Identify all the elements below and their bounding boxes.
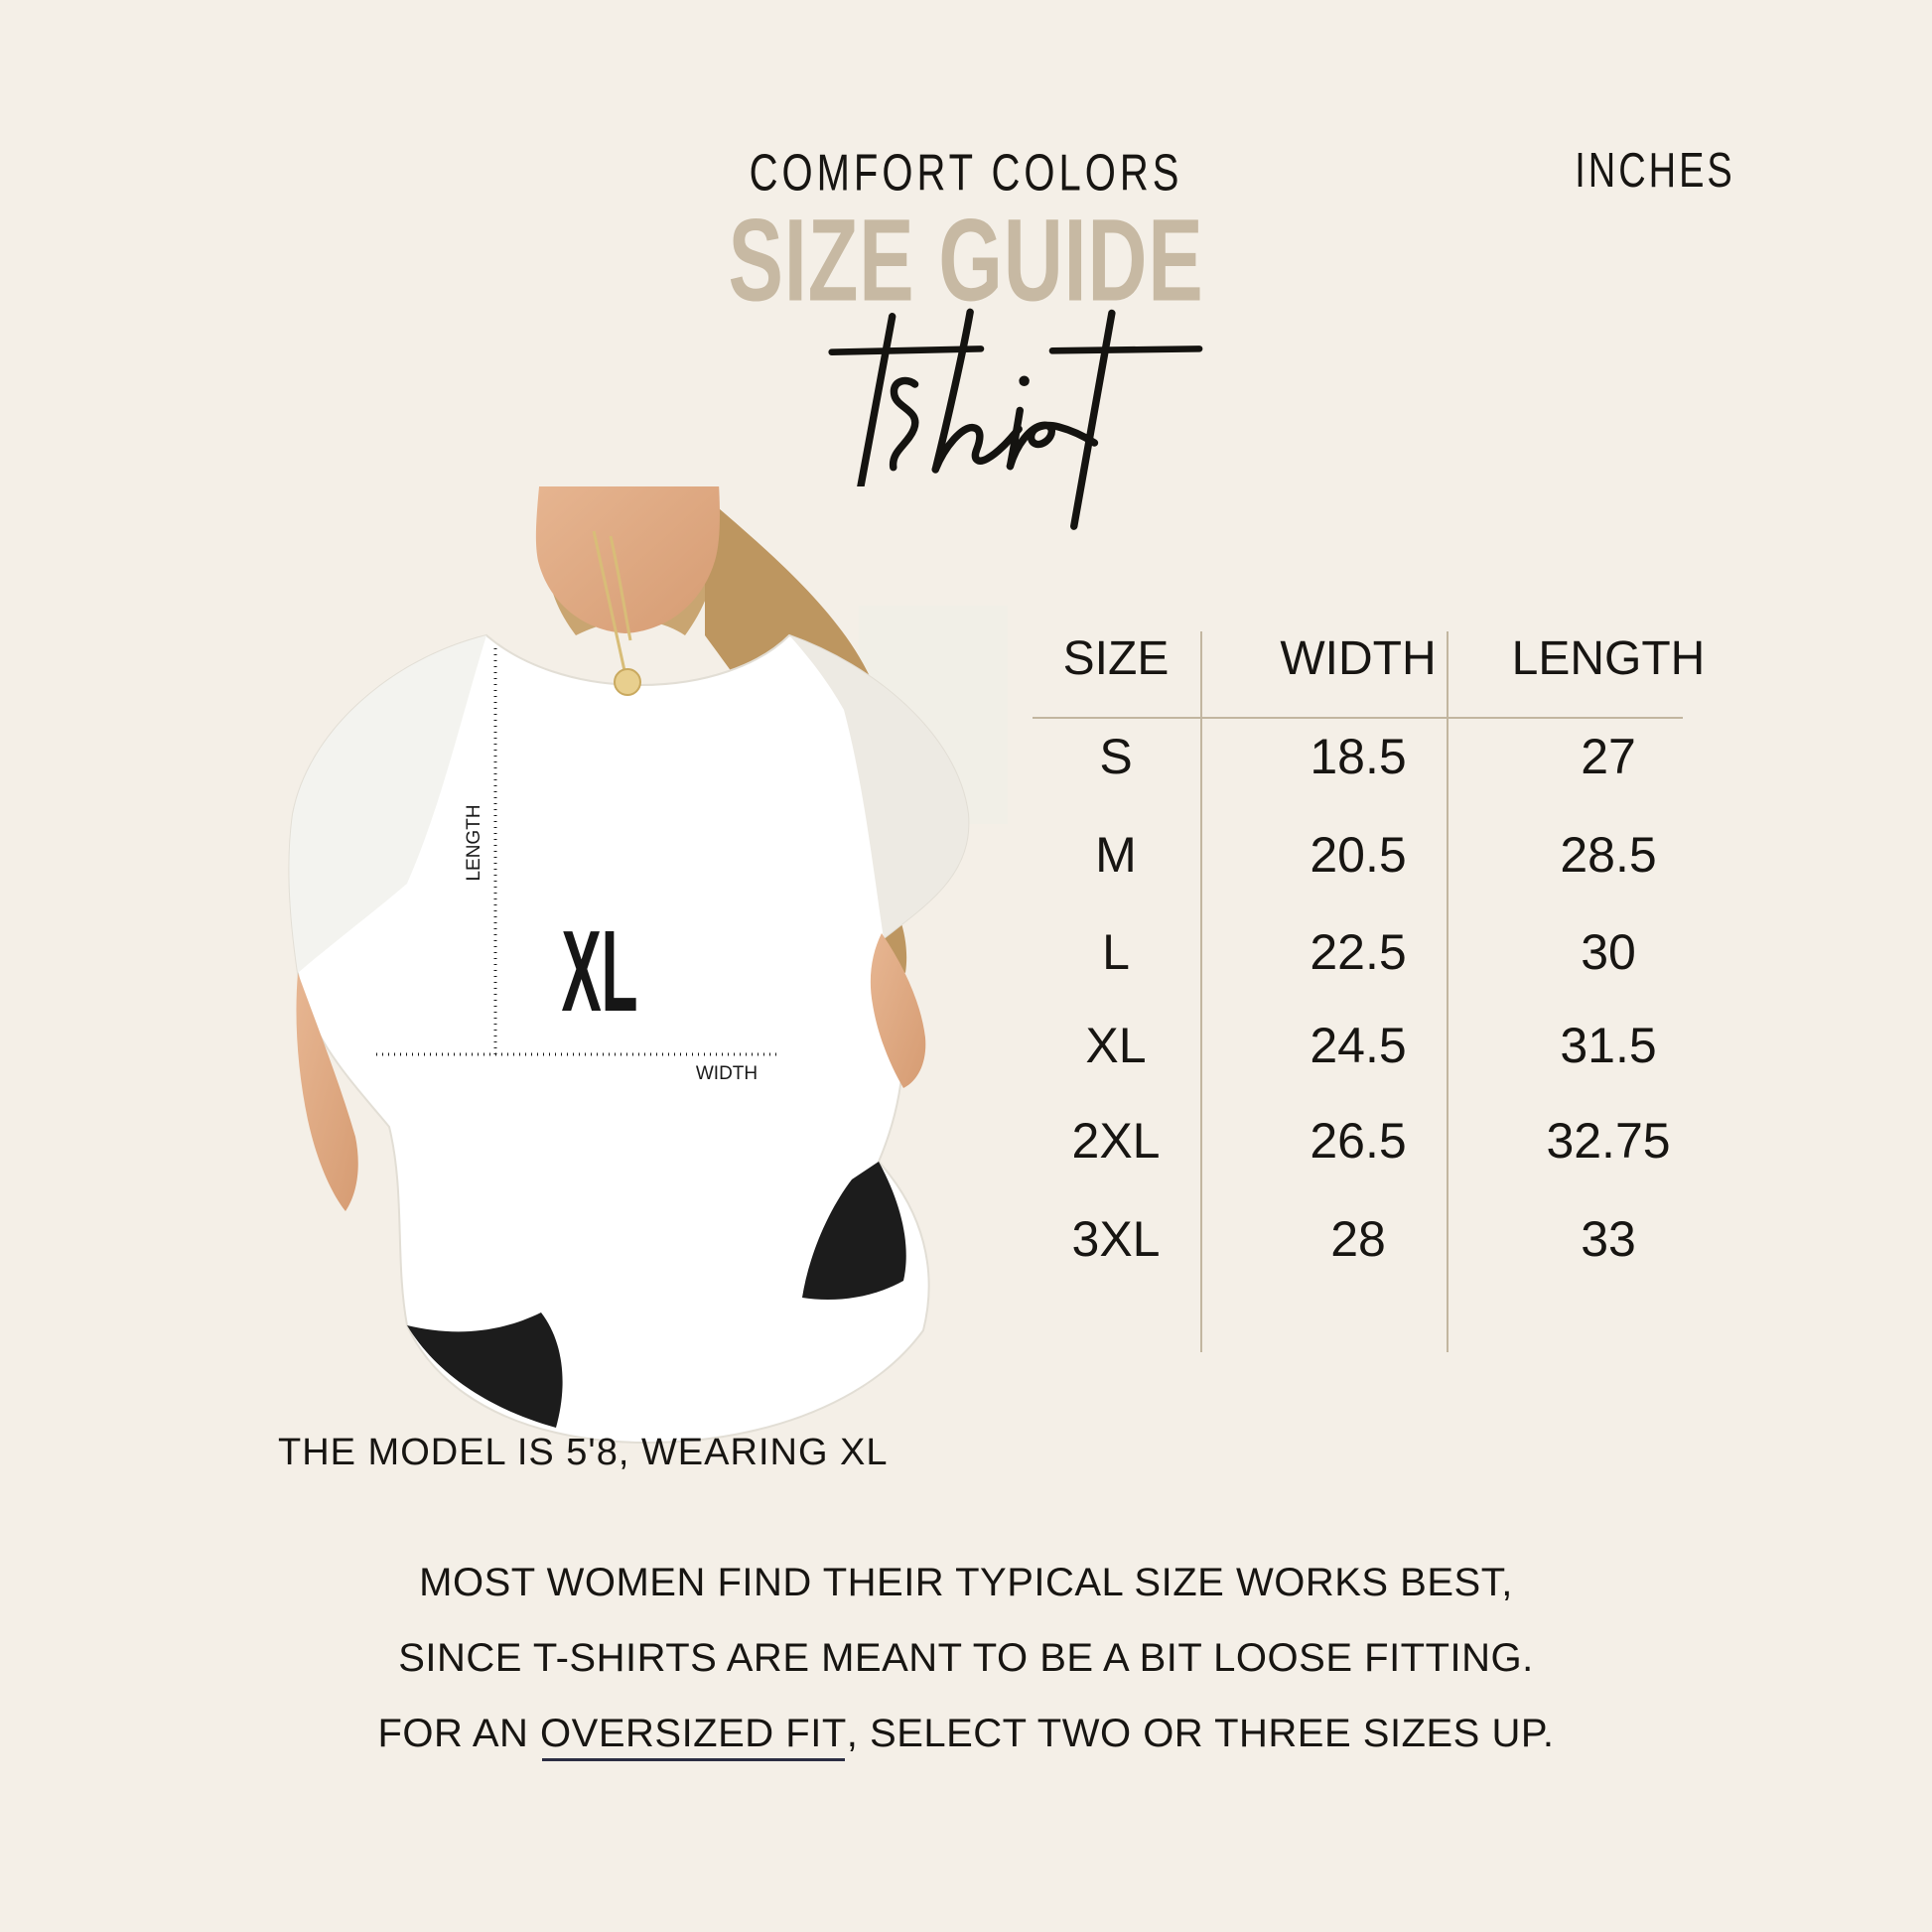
svg-text:XL: XL	[561, 906, 637, 1035]
svg-text:WIDTH: WIDTH	[696, 1063, 758, 1084]
svg-text:LENGTH: LENGTH	[464, 804, 484, 881]
